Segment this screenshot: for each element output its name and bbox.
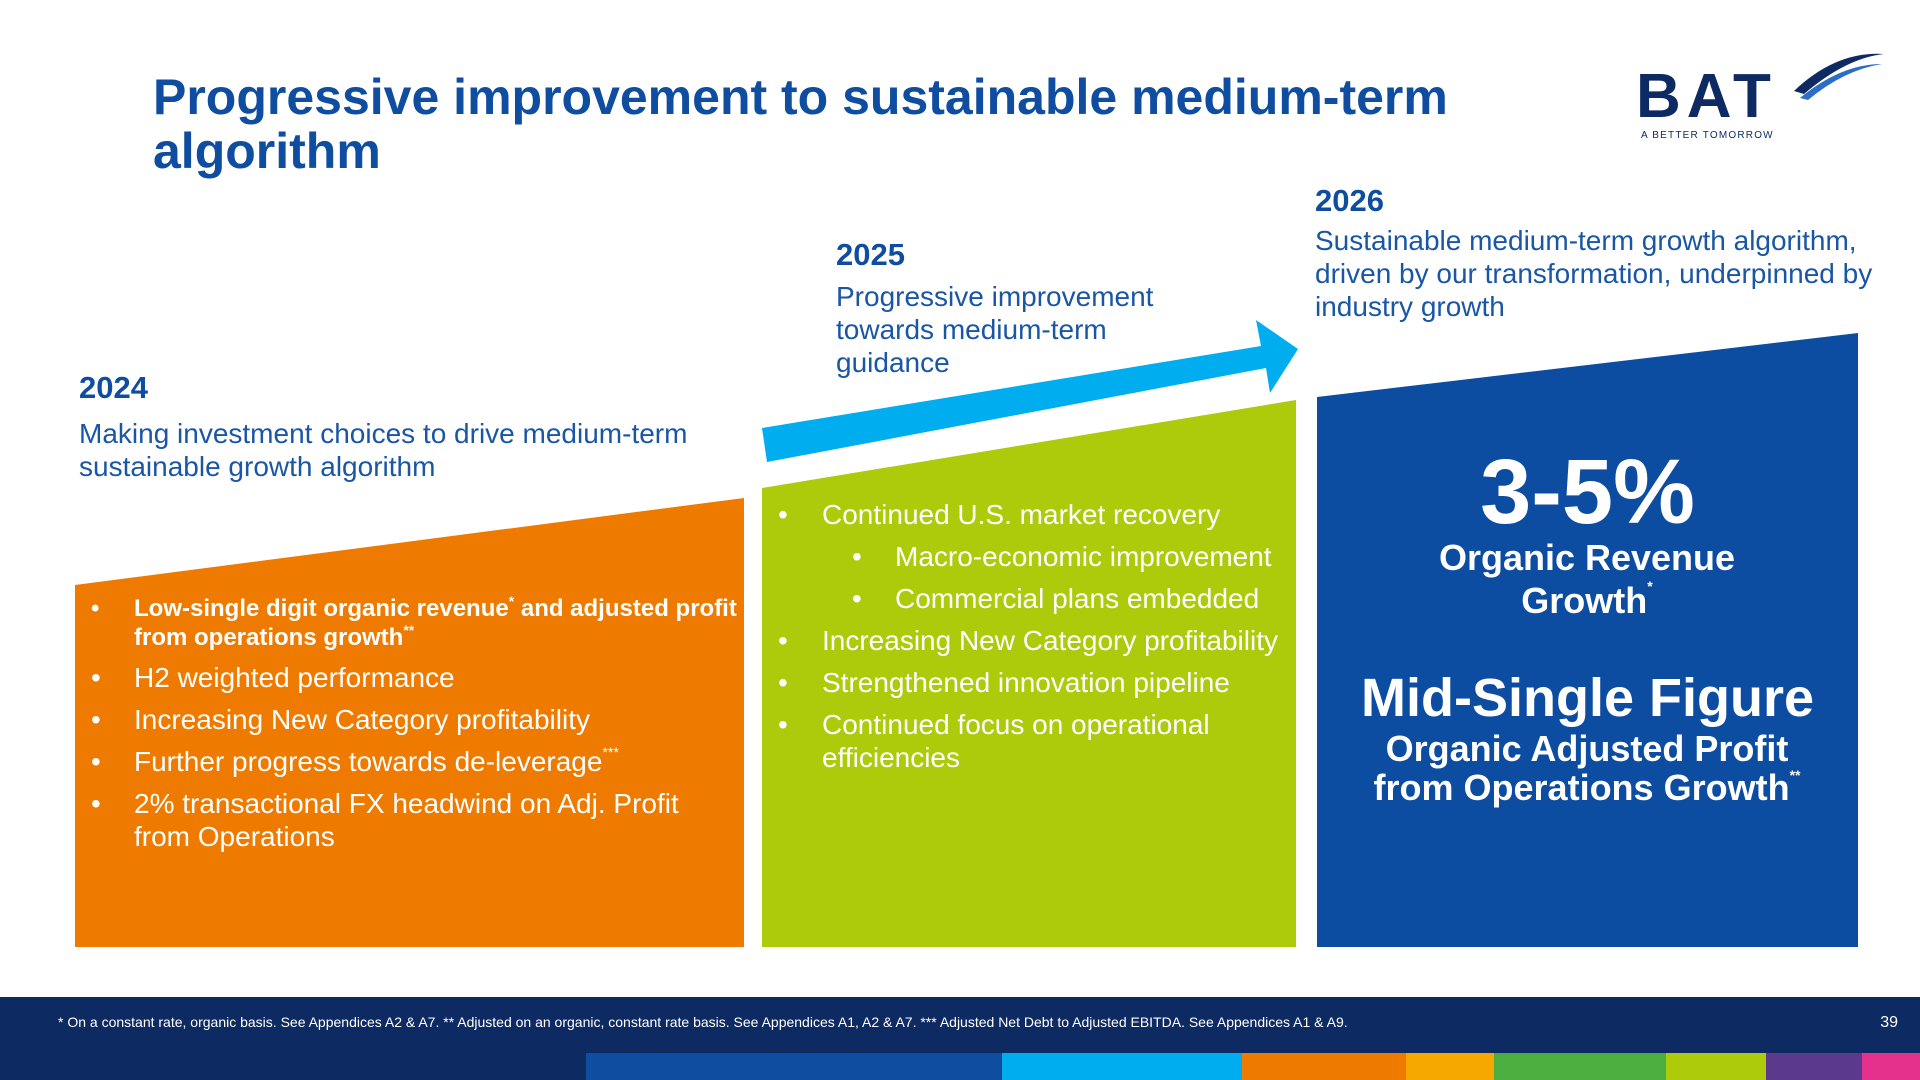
brand-stripe — [1862, 1053, 1920, 1080]
list-item: Further progress towards de-leverage*** — [79, 745, 739, 778]
swoosh-icon — [1794, 53, 1884, 100]
stage-2025-year: 2025 — [836, 237, 905, 272]
metric-revenue-value: 3-5% — [1480, 441, 1695, 543]
metric-profit-value: Mid-Single Figure — [1361, 668, 1814, 728]
stage-2026-year: 2026 — [1315, 183, 1384, 218]
list-item: Low-single digit organic revenue* and ad… — [79, 594, 739, 652]
logo-tagline: A BETTER TOMORROW — [1641, 130, 1774, 141]
stage-2025-description: Progressive improvement towards medium-t… — [836, 281, 1154, 378]
stage-2024-year: 2024 — [79, 370, 148, 405]
stage-2024-bullets: Low-single digit organic revenue* and ad… — [79, 594, 739, 862]
list-item: Continued U.S. market recovery — [766, 498, 1296, 531]
list-item: 2% transactional FX headwind on Adj. Pro… — [79, 787, 739, 853]
list-item: Commercial plans embedded — [766, 582, 1296, 615]
stage-2024-description: Making investment choices to drive mediu… — [79, 418, 688, 482]
slide-title: Progressive improvement to sustainable m… — [153, 69, 1448, 179]
brand-stripe — [1494, 1053, 1666, 1080]
page-number: 39 — [1880, 1014, 1898, 1031]
stage-2025-bullets: Continued U.S. market recovery Macro-eco… — [766, 498, 1296, 783]
brand-stripe — [1666, 1053, 1766, 1080]
list-item: Increasing New Category profitability — [79, 703, 739, 736]
brand-stripe — [1406, 1053, 1494, 1080]
list-item: H2 weighted performance — [79, 661, 739, 694]
footnote: * On a constant rate, organic basis. See… — [58, 1014, 1348, 1030]
list-item: Strengthened innovation pipeline — [766, 666, 1296, 699]
stage-2026-panel — [1317, 333, 1858, 947]
metric-revenue-label: Organic Revenue Growth* — [1438, 537, 1736, 621]
stage-2026-description: Sustainable medium-term growth algorithm… — [1315, 225, 1873, 322]
growth-arrow — [762, 320, 1298, 462]
footer-bar: * On a constant rate, organic basis. See… — [0, 997, 1920, 1080]
bat-logo: BAT A BETTER TOMORROW — [1636, 46, 1884, 146]
logo-wordmark: BAT — [1636, 62, 1777, 131]
brand-stripe — [1242, 1053, 1406, 1080]
brand-stripe — [586, 1053, 1002, 1080]
list-item: Increasing New Category profitability — [766, 624, 1296, 657]
list-item: Continued focus on operational efficienc… — [766, 708, 1296, 774]
list-item: Macro-economic improvement — [766, 540, 1296, 573]
brand-stripe — [1002, 1053, 1242, 1080]
brand-stripe — [1766, 1053, 1862, 1080]
metric-profit-label: Organic Adjusted Profit from Operations … — [1373, 728, 1801, 808]
